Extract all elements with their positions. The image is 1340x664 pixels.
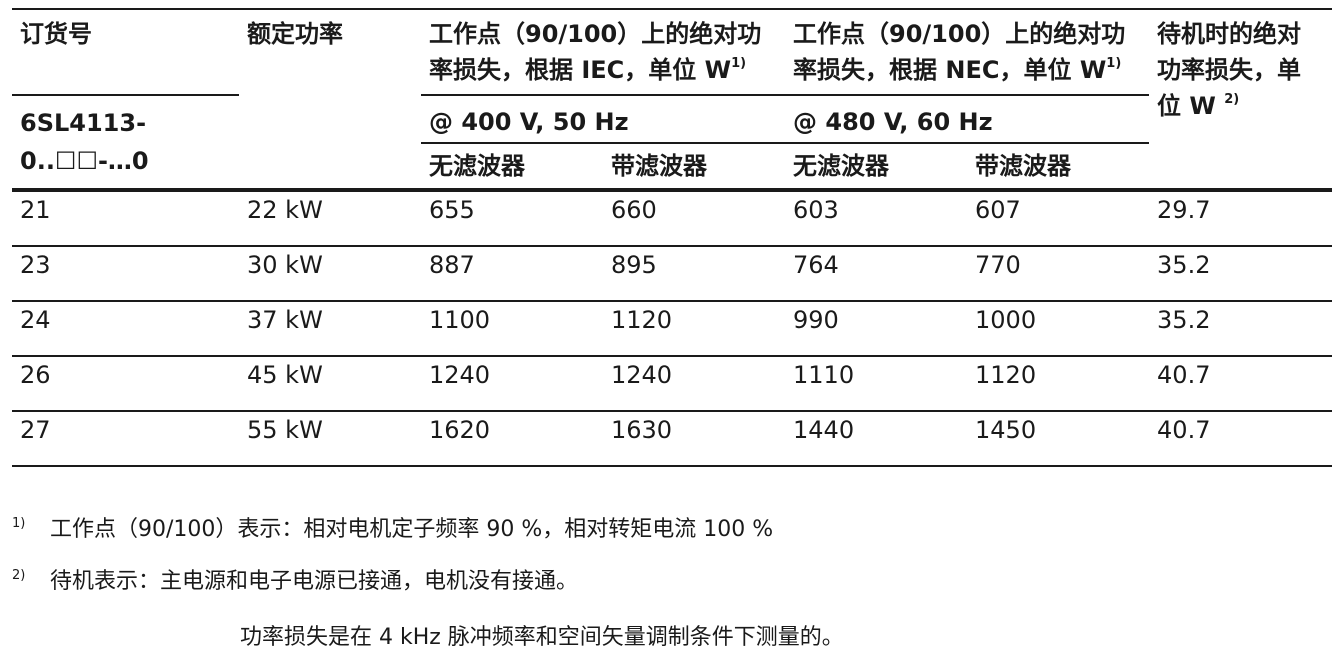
header-order-prefix: 6SL4113-0..☐☐-…0 bbox=[12, 95, 239, 192]
cell-iec-no-filter: 1100 bbox=[421, 301, 603, 357]
table-row: 21 22 kW 655 660 603 607 29.7 bbox=[12, 190, 1333, 247]
header-nec-no-filter: 无滤波器 bbox=[785, 143, 968, 192]
header-nec-loss: 工作点（90/100）上的绝对功率损失，根据 NEC，单位 W1) bbox=[785, 8, 1150, 96]
power-loss-table-container: 订货号 额定功率 工作点（90/100）上的绝对功率损失，根据 IEC，单位 W… bbox=[12, 8, 1333, 467]
footnote-2-mark: 2) bbox=[12, 568, 26, 583]
cell-standby: 40.7 bbox=[1149, 356, 1333, 412]
header-iec-loss: 工作点（90/100）上的绝对功率损失，根据 IEC，单位 W1) bbox=[421, 8, 786, 96]
cell-nec-no-filter: 764 bbox=[785, 246, 968, 302]
cell-iec-with-filter: 1630 bbox=[603, 411, 786, 467]
table-row: 24 37 kW 1100 1120 990 1000 35.2 bbox=[12, 301, 1333, 357]
cell-iec-with-filter: 1240 bbox=[603, 356, 786, 412]
cell-iec-with-filter: 660 bbox=[603, 190, 786, 247]
header-order-no: 订货号 bbox=[12, 8, 239, 96]
footnote-1: 1) 工作点（90/100）表示：相对电机定子频率 90 %，相对转矩电流 10… bbox=[12, 510, 1312, 562]
footnote-1-text: 工作点（90/100）表示：相对电机定子频率 90 %，相对转矩电流 100 % bbox=[50, 517, 774, 542]
header-iec-condition: @ 400 V, 50 Hz bbox=[421, 95, 786, 144]
cell-nec-with-filter: 1450 bbox=[967, 411, 1150, 467]
cell-iec-no-filter: 655 bbox=[421, 190, 603, 247]
measurement-caption: 功率损失是在 4 kHz 脉冲频率和空间矢量调制条件下测量的。 bbox=[240, 625, 844, 650]
header-standby-loss: 待机时的绝对功率损失，单位 W 2) bbox=[1149, 8, 1333, 192]
cell-iec-with-filter: 895 bbox=[603, 246, 786, 302]
cell-iec-no-filter: 1620 bbox=[421, 411, 603, 467]
cell-code: 27 bbox=[12, 411, 239, 467]
cell-nec-with-filter: 1000 bbox=[967, 301, 1150, 357]
footnotes: 1) 工作点（90/100）表示：相对电机定子频率 90 %，相对转矩电流 10… bbox=[12, 510, 1312, 614]
cell-power: 55 kW bbox=[239, 411, 421, 467]
cell-code: 23 bbox=[12, 246, 239, 302]
header-nec-condition: @ 480 V, 60 Hz bbox=[785, 95, 1150, 144]
header-rated-power: 额定功率 bbox=[239, 8, 421, 192]
power-loss-table: 订货号 额定功率 工作点（90/100）上的绝对功率损失，根据 IEC，单位 W… bbox=[12, 8, 1333, 467]
header-nec-footnote-mark: 1) bbox=[1106, 56, 1122, 71]
footnote-2: 2) 待机表示：主电源和电子电源已接通，电机没有接通。 bbox=[12, 562, 1312, 614]
footnote-2-text: 待机表示：主电源和电子电源已接通，电机没有接通。 bbox=[50, 569, 579, 594]
header-nec-with-filter: 带滤波器 bbox=[967, 143, 1150, 192]
header-standby-loss-text: 待机时的绝对功率损失，单位 W bbox=[1157, 20, 1302, 120]
cell-standby: 35.2 bbox=[1149, 246, 1333, 302]
footnote-1-mark: 1) bbox=[12, 516, 26, 531]
table-row: 23 30 kW 887 895 764 770 35.2 bbox=[12, 246, 1333, 302]
cell-nec-with-filter: 607 bbox=[967, 190, 1150, 247]
header-nec-loss-text: 工作点（90/100）上的绝对功率损失，根据 NEC，单位 W bbox=[793, 20, 1126, 84]
cell-standby: 35.2 bbox=[1149, 301, 1333, 357]
cell-standby: 29.7 bbox=[1149, 190, 1333, 247]
table-row: 27 55 kW 1620 1630 1440 1450 40.7 bbox=[12, 411, 1333, 467]
cell-code: 24 bbox=[12, 301, 239, 357]
cell-power: 22 kW bbox=[239, 190, 421, 247]
header-iec-loss-text: 工作点（90/100）上的绝对功率损失，根据 IEC，单位 W bbox=[429, 20, 762, 84]
cell-iec-no-filter: 1240 bbox=[421, 356, 603, 412]
cell-code: 21 bbox=[12, 190, 239, 247]
cell-power: 37 kW bbox=[239, 301, 421, 357]
cell-nec-with-filter: 770 bbox=[967, 246, 1150, 302]
cell-nec-no-filter: 1110 bbox=[785, 356, 968, 412]
cell-iec-with-filter: 1120 bbox=[603, 301, 786, 357]
cell-code: 26 bbox=[12, 356, 239, 412]
header-iec-with-filter: 带滤波器 bbox=[603, 143, 786, 192]
cell-standby: 40.7 bbox=[1149, 411, 1333, 467]
cell-power: 45 kW bbox=[239, 356, 421, 412]
cell-nec-no-filter: 1440 bbox=[785, 411, 968, 467]
cell-nec-with-filter: 1120 bbox=[967, 356, 1150, 412]
header-standby-footnote-mark: 2) bbox=[1224, 92, 1240, 107]
cell-iec-no-filter: 887 bbox=[421, 246, 603, 302]
cell-nec-no-filter: 603 bbox=[785, 190, 968, 247]
cell-power: 30 kW bbox=[239, 246, 421, 302]
table-row: 26 45 kW 1240 1240 1110 1120 40.7 bbox=[12, 356, 1333, 412]
header-iec-footnote-mark: 1) bbox=[731, 56, 747, 71]
header-iec-no-filter: 无滤波器 bbox=[421, 143, 603, 192]
cell-nec-no-filter: 990 bbox=[785, 301, 968, 357]
